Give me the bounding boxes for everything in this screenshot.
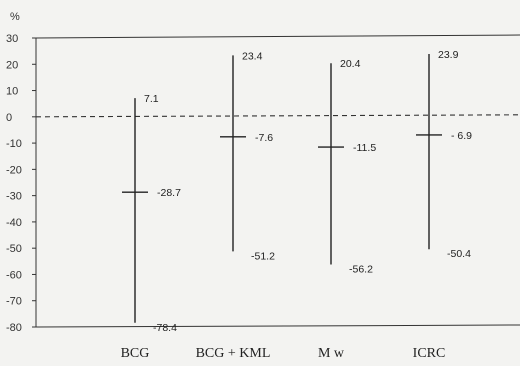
plot-top-border (35, 34, 520, 39)
x-axis-line (35, 324, 520, 328)
upper-bound-label: 23.4 (242, 50, 263, 62)
chart-labels: % 30 20 10 0 -10 -20 -30 -40 -50 -60 -70 -80 7.1 -28.7… (6, 11, 472, 361)
chart-marks (122, 54, 442, 323)
lower-bound-label: -51.2 (251, 250, 275, 262)
y-tick-label: -60 (6, 269, 22, 281)
y-tick-label: 20 (6, 59, 18, 71)
axes (32, 34, 520, 328)
y-tick-label: 0 (6, 112, 12, 124)
upper-bound-label: 23.9 (438, 49, 459, 61)
category-label: M w (318, 346, 345, 361)
upper-bound-label: 7.1 (144, 93, 159, 105)
category-label: ICRC (413, 346, 446, 361)
y-tick-label: 30 (6, 33, 18, 45)
lower-bound-label: -78.4 (153, 322, 177, 334)
estimate-label: -7.6 (255, 132, 273, 144)
y-tick-label: -50 (6, 243, 22, 255)
y-tick-label: -20 (6, 164, 22, 176)
category-label: BCG + KML (196, 346, 271, 361)
y-unit-label: % (10, 11, 20, 23)
estimate-label: -11.5 (353, 142, 376, 154)
lower-bound-label: -50.4 (447, 248, 471, 260)
y-tick-label: -80 (6, 322, 22, 334)
y-tick-label: -10 (6, 138, 22, 150)
lower-bound-label: -56.2 (349, 263, 373, 275)
estimate-label: - 6.9 (451, 130, 472, 142)
category-label: BCG (121, 346, 150, 361)
zero-reference-line (35, 114, 520, 118)
y-tick-label: -70 (6, 296, 22, 308)
y-tick-label: -30 (6, 191, 22, 203)
y-tick-label: -40 (6, 217, 22, 229)
estimate-label: -28.7 (157, 187, 181, 199)
upper-bound-label: 20.4 (340, 58, 361, 70)
y-tick-label: 10 (6, 86, 18, 98)
